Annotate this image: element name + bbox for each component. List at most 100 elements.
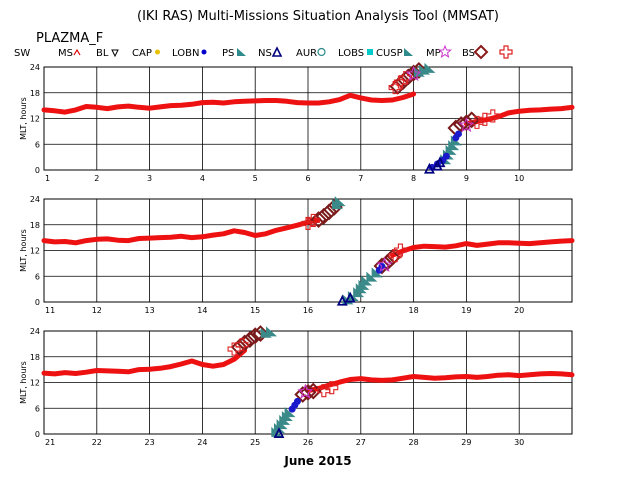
- solar-wind-track: [41, 217, 322, 246]
- x-tick-label: 18: [409, 306, 419, 315]
- cross-marker: [235, 338, 249, 352]
- legend-label-lobn: LOBN: [172, 48, 199, 59]
- wedge-icon: [404, 48, 413, 56]
- cross-marker: [399, 71, 413, 85]
- ns-marker: [423, 162, 435, 174]
- x-tick-label: 21: [45, 438, 55, 447]
- cross-marker: [306, 213, 320, 228]
- diamond-icon: [473, 44, 489, 60]
- bs-diamond-marker: [230, 338, 248, 356]
- series-mp: [297, 383, 314, 399]
- y-tick-label: 6: [35, 140, 40, 149]
- x-tick-label: 6: [305, 174, 310, 183]
- series-lobn: [428, 130, 462, 171]
- cusp-marker: [334, 196, 346, 207]
- x-tick-label: 26: [303, 438, 313, 447]
- ns-marker: [273, 427, 285, 439]
- legend-item-cap: CAP: [132, 48, 160, 59]
- series-bs_cross: [301, 213, 407, 263]
- caret-icon: [73, 48, 81, 56]
- x-tick-label: 23: [145, 438, 155, 447]
- bs-diamond-marker: [320, 203, 338, 221]
- x-tick-label: 14: [197, 306, 207, 315]
- solar-wind-track: [41, 91, 417, 115]
- plot-frame: [43, 198, 573, 303]
- y-tick-label: 24: [30, 327, 40, 336]
- x-tick-label: 5: [253, 174, 258, 183]
- triangle-up-icon: [271, 46, 283, 57]
- x-tick-label: 9: [464, 174, 469, 183]
- cross-marker: [301, 216, 315, 231]
- series-cusp: [260, 326, 296, 437]
- dot-icon: [155, 49, 160, 55]
- x-tick-label: 25: [250, 438, 260, 447]
- legend-item-aur: AUR: [296, 47, 326, 59]
- y-tick-label: 0: [35, 298, 40, 307]
- bs-diamond-marker: [299, 383, 317, 401]
- legend-label-ms: MS: [58, 48, 73, 59]
- ns-marker: [336, 294, 348, 306]
- x-tick-label: 3: [147, 174, 152, 183]
- y-tick-label: 12: [30, 379, 40, 388]
- mp-star-marker: [297, 383, 314, 399]
- legend-item-sw: SW: [14, 48, 30, 59]
- x-tick-label: 1: [45, 174, 50, 183]
- legend-item-ms: MS: [58, 48, 81, 59]
- triangle-down-icon: [111, 49, 119, 58]
- plot-frame: [43, 330, 573, 435]
- series-lobn: [288, 397, 301, 413]
- plot-frame: [43, 66, 573, 171]
- x-tick-label: 27: [356, 438, 366, 447]
- y-tick-label: 6: [35, 272, 40, 281]
- x-tick-label: 17: [356, 306, 366, 315]
- series-sw: [41, 91, 417, 115]
- star-icon: [438, 44, 452, 59]
- series-sw2: [305, 371, 575, 394]
- legend-label-sw: SW: [14, 48, 30, 59]
- y-tick-label: 24: [30, 195, 40, 204]
- y-tick-label: 0: [35, 166, 40, 175]
- bs-diamond-marker: [463, 111, 481, 129]
- circle-icon: [317, 47, 326, 57]
- series-ns: [273, 427, 285, 439]
- legend-label-ns: NS: [258, 48, 272, 59]
- series-sw2: [390, 238, 575, 258]
- x-tick-label: 11: [45, 306, 55, 315]
- legend-item-cross: [499, 45, 513, 59]
- mp-star-marker: [405, 65, 422, 82]
- series-bs_cross: [227, 338, 339, 398]
- x-tick-label: 13: [145, 306, 155, 315]
- x-tick-label: 19: [461, 306, 471, 315]
- legend-item-bs: BS: [462, 44, 489, 60]
- bs-diamond-marker: [252, 325, 269, 342]
- ns-marker: [344, 291, 356, 303]
- x-tick-label: 2: [94, 174, 99, 183]
- cusp-marker: [266, 326, 278, 337]
- square-icon: [367, 49, 373, 55]
- bs-diamond-marker: [405, 64, 423, 82]
- cross-marker: [388, 81, 402, 95]
- legend-label-ps: PS: [222, 48, 234, 59]
- panel-3: 0 6 12 18 24 21 22 23 24 25 26 27 28 29 30 MLT, hours: [19, 325, 575, 447]
- mp-star-marker: [376, 256, 393, 272]
- legend-label-bs: BS: [462, 48, 475, 59]
- legend-label-mp: MP: [426, 48, 441, 59]
- cross-icon: [499, 45, 513, 59]
- legend-item-lobs: LOBS: [338, 48, 373, 59]
- x-tick-label: 29: [461, 438, 471, 447]
- x-tick-label: 7: [358, 174, 363, 183]
- legend-label-aur: AUR: [296, 48, 317, 59]
- y-tick-label: 12: [30, 115, 40, 124]
- bs-diamond-marker: [315, 207, 333, 225]
- cross-marker: [393, 243, 407, 257]
- legend-item-ps: PS: [222, 48, 246, 59]
- series-sw: [41, 217, 322, 246]
- mission-label: PLAZMA_F: [36, 31, 103, 46]
- cross-marker: [388, 249, 402, 263]
- legend-label-cap: CAP: [132, 48, 152, 59]
- solar-wind-track: [41, 347, 248, 377]
- series-ns: [336, 291, 356, 306]
